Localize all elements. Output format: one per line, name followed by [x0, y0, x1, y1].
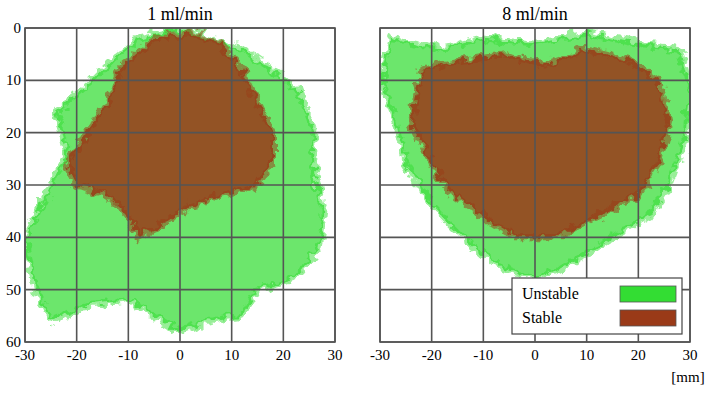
y-tick-label: 50 — [6, 282, 21, 298]
title: 1 ml/min — [147, 4, 213, 24]
frame — [380, 28, 690, 342]
region — [66, 33, 273, 237]
y-tick-label: 60 — [6, 334, 21, 350]
region-group — [25, 28, 325, 332]
x-tick-label: 10 — [224, 347, 239, 363]
grid-line — [380, 237, 690, 239]
legend-box — [512, 278, 682, 334]
grid-line — [25, 289, 335, 291]
y-tick-label: 30 — [6, 177, 21, 193]
grid-line — [380, 132, 690, 134]
x-tick-label: 0 — [531, 347, 539, 363]
grid-line — [25, 80, 335, 82]
x-tick-label: 30 — [328, 347, 343, 363]
x-tick-label: 10 — [579, 347, 594, 363]
region — [25, 28, 325, 332]
x-tick-label: -20 — [422, 347, 442, 363]
y-tick-label: 0 — [14, 20, 22, 36]
y-tick-label: 10 — [6, 72, 21, 88]
grid-line — [380, 80, 690, 82]
figure: 1 ml/min -30 -20 -10 0 10 20 30 0 10 20 30 40 50 60 8 m… — [0, 0, 706, 393]
legend-label: Stable — [522, 309, 562, 326]
legend-label: Unstable — [522, 285, 579, 302]
region-group — [66, 33, 273, 237]
legend-swatch — [620, 286, 676, 302]
grid-line — [25, 237, 335, 239]
x-tick-label: -10 — [118, 347, 138, 363]
title: 8 ml/min — [502, 4, 568, 24]
plot-area — [25, 28, 325, 332]
legend-swatch — [620, 310, 676, 326]
region — [411, 49, 669, 237]
x-tick-label: 20 — [276, 347, 291, 363]
frame — [25, 28, 335, 342]
x-tick-label: 0 — [176, 347, 184, 363]
x-label: [mm] — [671, 369, 704, 385]
y-tick-label: 40 — [6, 229, 21, 245]
x-tick-label: 30 — [683, 347, 698, 363]
y-tick-label: 20 — [6, 125, 21, 141]
x-tick-label: -20 — [67, 347, 87, 363]
x-tick-label: -10 — [473, 347, 493, 363]
region-group — [411, 49, 669, 237]
x-tick-label: 20 — [631, 347, 646, 363]
x-tick-label: -30 — [370, 347, 390, 363]
grid-line — [25, 184, 335, 186]
grid-line — [380, 184, 690, 186]
grid-line — [25, 132, 335, 134]
